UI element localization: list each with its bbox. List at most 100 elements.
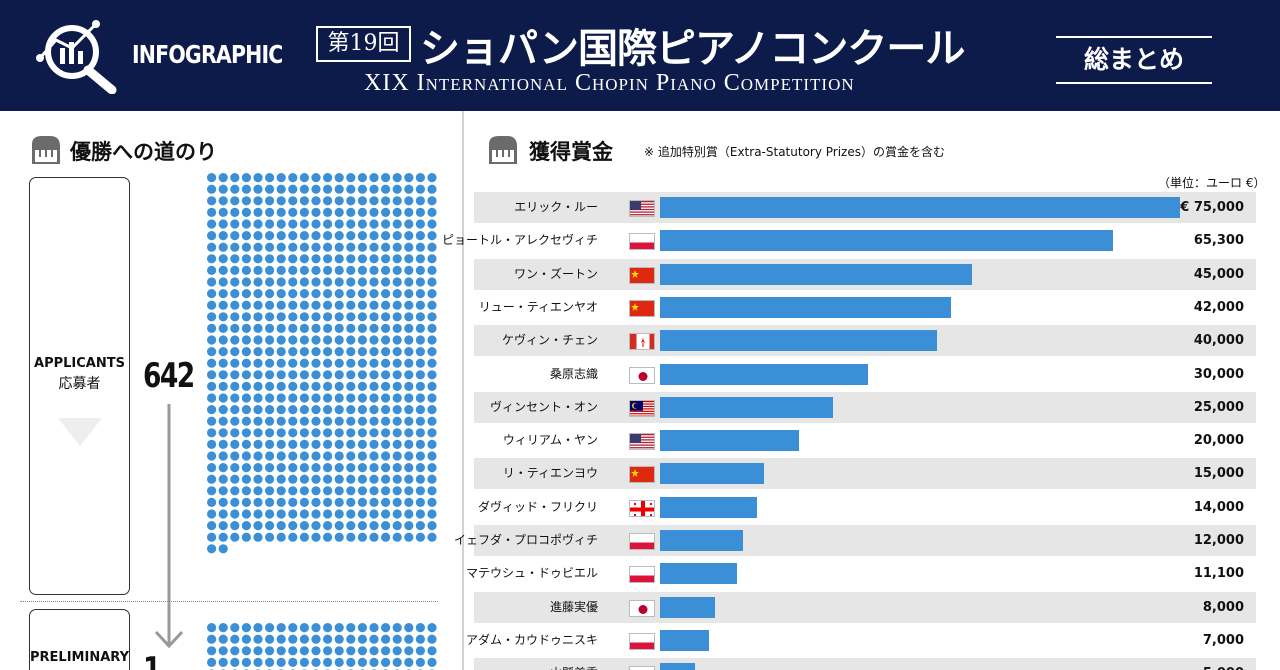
applicant-dot: [323, 254, 333, 264]
applicant-dot: [230, 532, 240, 542]
applicant-dot: [334, 335, 344, 345]
applicant-dot: [334, 428, 344, 438]
applicant-dot: [276, 184, 286, 194]
applicant-dot: [404, 646, 414, 656]
applicant-dot: [427, 623, 437, 633]
applicant-dot: [253, 184, 263, 194]
applicant-dot: [392, 196, 402, 206]
applicant-dot: [427, 463, 437, 473]
applicant-dot: [357, 416, 367, 426]
applicant-dot: [357, 393, 367, 403]
applicant-dot: [404, 532, 414, 542]
applicant-dot: [218, 544, 228, 554]
applicant-dot: [369, 254, 379, 264]
applicant-dot: [369, 451, 379, 461]
applicant-dot: [334, 463, 344, 473]
applicant-dot: [253, 173, 263, 183]
applicant-dot: [357, 323, 367, 333]
applicant-dot: [218, 521, 228, 531]
applicant-dot: [276, 428, 286, 438]
applicant-dot: [311, 254, 321, 264]
applicant-dot: [241, 347, 251, 357]
applicant-dot: [357, 173, 367, 183]
applicant-dot: [276, 646, 286, 656]
applicant-dot: [381, 405, 391, 415]
applicant-dot: [392, 405, 402, 415]
applicant-dot: [299, 439, 309, 449]
applicant-dot: [346, 347, 356, 357]
applicant-dot: [404, 358, 414, 368]
applicant-dot: [415, 196, 425, 206]
prize-value: 30,000: [1193, 366, 1244, 382]
prize-bar: [660, 230, 1113, 252]
flag-pl-icon: [629, 566, 655, 584]
applicant-dot: [265, 323, 275, 333]
applicant-dot: [323, 497, 333, 507]
applicant-dot: [415, 277, 425, 287]
applicant-dot: [311, 474, 321, 484]
applicant-dot: [207, 634, 217, 644]
applicant-dot: [357, 254, 367, 264]
applicant-dot: [346, 497, 356, 507]
applicant-dot: [415, 323, 425, 333]
applicant-dot: [323, 634, 333, 644]
applicant-dot: [404, 265, 414, 275]
applicant-dot: [218, 300, 228, 310]
applicant-dot: [207, 265, 217, 275]
applicant-dot: [311, 634, 321, 644]
applicant-dot: [230, 242, 240, 252]
prize-row: ケヴィン・チェン 40,000: [474, 325, 1256, 357]
applicant-dot: [323, 463, 333, 473]
applicant-dot: [276, 312, 286, 322]
prize-row-name: ダヴィッド・フリクリ: [477, 499, 598, 514]
applicant-dot: [241, 358, 251, 368]
applicant-dot: [311, 184, 321, 194]
applicant-dot: [357, 300, 367, 310]
applicant-dot: [288, 277, 298, 287]
prize-row: ダヴィッド・フリクリ 14,000: [474, 492, 1256, 523]
prize-bar: [660, 330, 938, 352]
prize-row-name: ヴィンセント・オン: [489, 399, 598, 414]
applicant-dot: [230, 439, 240, 449]
applicant-dot: [381, 428, 391, 438]
applicant-dot: [241, 439, 251, 449]
applicant-dot: [404, 184, 414, 194]
applicant-dot: [253, 521, 263, 531]
applicant-dot: [230, 623, 240, 633]
applicant-dot: [357, 634, 367, 644]
applicant-dot: [334, 646, 344, 656]
applicant-dot: [415, 474, 425, 484]
applicant-dot: [311, 242, 321, 252]
applicant-dot: [207, 532, 217, 542]
applicant-dot: [265, 521, 275, 531]
applicant-dot: [276, 623, 286, 633]
prize-row: ワン・ズートン 45,000: [474, 258, 1256, 290]
applicant-dot: [381, 323, 391, 333]
applicant-dot: [415, 634, 425, 644]
applicant-dot: [230, 451, 240, 461]
applicant-dot: [230, 474, 240, 484]
applicant-dot: [357, 428, 367, 438]
applicant-dot: [357, 405, 367, 415]
applicant-dot: [404, 634, 414, 644]
applicant-dot: [404, 231, 414, 241]
flag-jp-icon: [629, 599, 655, 617]
applicant-dot: [381, 347, 391, 357]
applicant-dot: [369, 358, 379, 368]
applicant-dot: [207, 300, 217, 310]
applicant-dot: [323, 173, 333, 183]
applicant-dot: [381, 312, 391, 322]
applicant-dot: [207, 277, 217, 287]
applicant-dot: [253, 265, 263, 275]
applicant-dot: [357, 509, 367, 519]
applicant-dot: [369, 347, 379, 357]
applicant-dot: [253, 405, 263, 415]
applicant-dot: [404, 370, 414, 380]
applicant-dot: [218, 474, 228, 484]
applicant-dot: [415, 623, 425, 633]
applicant-dot: [381, 634, 391, 644]
applicant-dot: [334, 381, 344, 391]
applicant-dot: [311, 521, 321, 531]
applicant-dot: [415, 463, 425, 473]
prize-row-name: 桑原志織: [549, 366, 598, 381]
